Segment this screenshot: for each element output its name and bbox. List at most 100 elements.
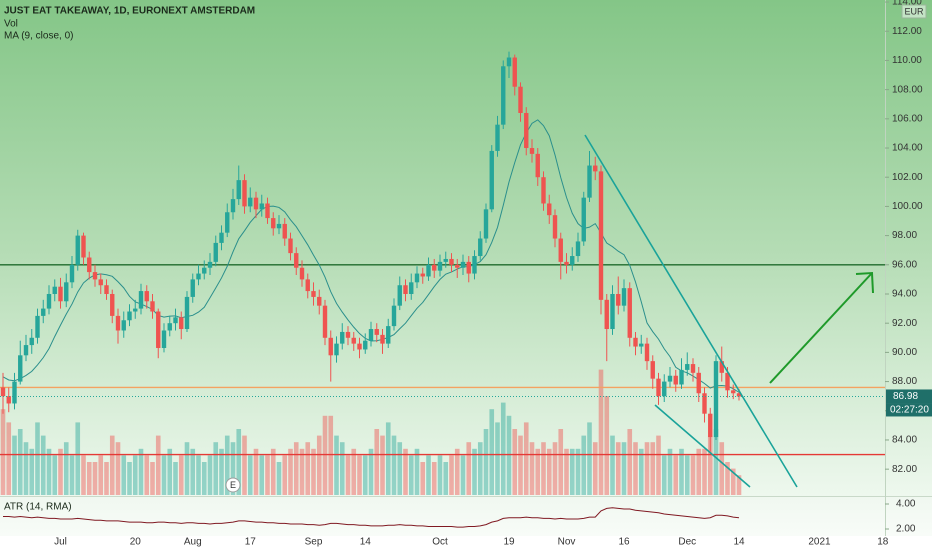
last-price-box <box>886 389 932 404</box>
candle-body <box>547 203 552 216</box>
volume-bar <box>155 435 161 495</box>
candle-body <box>713 361 719 438</box>
x-tick-label: 14 <box>360 537 372 548</box>
volume-bar <box>339 442 345 495</box>
volume-bar <box>351 448 357 495</box>
y-tick-label: 100.00 <box>892 201 923 212</box>
currency-box[interactable] <box>901 4 927 19</box>
candle-body <box>87 257 92 273</box>
candle-body <box>420 273 425 277</box>
volume-bar <box>489 409 495 495</box>
candle-body <box>236 180 241 200</box>
volume-bar <box>92 462 98 495</box>
candle-body <box>0 387 6 397</box>
candle-body <box>495 124 500 151</box>
candle-body <box>144 291 149 302</box>
volume-bar <box>391 435 397 495</box>
x-tick-label: Nov <box>558 537 576 548</box>
y-tick-label: 92.00 <box>892 318 917 329</box>
candle-body <box>719 361 724 373</box>
y-tick-label: 84.00 <box>892 435 917 446</box>
candle-body <box>207 261 213 268</box>
candle-body <box>426 264 431 277</box>
candle-body <box>725 372 730 391</box>
x-tick-label: Dec <box>678 537 696 548</box>
x-tick-label: 14 <box>733 537 745 548</box>
candle-body <box>541 177 546 204</box>
candle-body <box>294 253 299 268</box>
volume-bar <box>224 435 230 495</box>
volume-bar <box>610 435 615 495</box>
volume-bar <box>213 442 219 495</box>
volume-bar <box>52 455 58 495</box>
volume-bar <box>259 455 265 495</box>
y2-tick-label: 4.00 <box>896 499 916 510</box>
x-tick-label: 17 <box>245 537 257 548</box>
candle-body <box>409 282 414 294</box>
candle-body <box>259 203 264 210</box>
volume-bar <box>270 448 276 495</box>
candle-body <box>472 256 477 274</box>
x-tick-label: 18 <box>877 537 889 548</box>
volume-bar <box>414 448 420 495</box>
atr-pane-background <box>0 497 932 536</box>
candle-body <box>104 285 109 294</box>
volume-bar <box>719 442 725 495</box>
candle-body <box>167 323 172 331</box>
y-tick-label: 110.00 <box>892 55 922 66</box>
volume-bar <box>552 442 558 495</box>
volume-bar <box>500 402 506 495</box>
volume-bar <box>282 455 288 495</box>
candle-body <box>6 396 11 404</box>
volume-bar <box>132 455 138 495</box>
volume-bar <box>201 462 207 495</box>
volume-bar <box>598 369 604 495</box>
volume-bar <box>420 462 426 495</box>
candle-body <box>173 317 178 324</box>
volume-bar <box>380 435 385 495</box>
trend-line-upper <box>584 134 798 488</box>
candle-body <box>110 293 115 316</box>
candle-body <box>650 361 655 379</box>
candle-body <box>121 320 126 331</box>
candle-body <box>696 372 701 394</box>
candle-body <box>518 86 523 113</box>
x-tick-label: Oct <box>432 537 448 548</box>
volume-bar <box>357 455 362 495</box>
volume-bar <box>541 442 546 495</box>
candle-body <box>340 331 345 344</box>
volume-bar <box>242 435 247 495</box>
volume-bar <box>374 429 380 495</box>
candle-body <box>282 223 287 239</box>
candle-body <box>529 148 535 154</box>
volume-bar <box>305 442 311 495</box>
candle-body <box>443 258 448 262</box>
volume-bar <box>679 448 684 495</box>
volume-bar <box>431 462 437 495</box>
volume-bar <box>138 448 144 495</box>
candle-body <box>64 282 69 302</box>
volume-bar <box>449 455 454 495</box>
x-tick-label: 19 <box>503 537 515 548</box>
candle-body <box>351 337 356 344</box>
candle-body <box>679 369 684 385</box>
volume-bar <box>707 435 713 495</box>
currency-label[interactable]: EUR <box>904 6 924 16</box>
candle-body <box>225 212 230 233</box>
candle-body <box>156 311 161 349</box>
candle-body <box>414 273 420 283</box>
candle-body <box>18 355 23 382</box>
volume-bar <box>104 462 109 495</box>
candle-body <box>311 291 316 297</box>
candle-body <box>656 378 661 397</box>
candle-body <box>328 337 333 356</box>
volume-bar <box>196 455 201 495</box>
volume-bar <box>667 448 673 495</box>
trend-line-lower <box>654 404 751 488</box>
candle-body <box>690 364 696 373</box>
volume-bar <box>253 448 259 495</box>
volume-bar <box>334 435 339 495</box>
candle-body <box>184 296 190 330</box>
countdown-box <box>886 403 932 417</box>
